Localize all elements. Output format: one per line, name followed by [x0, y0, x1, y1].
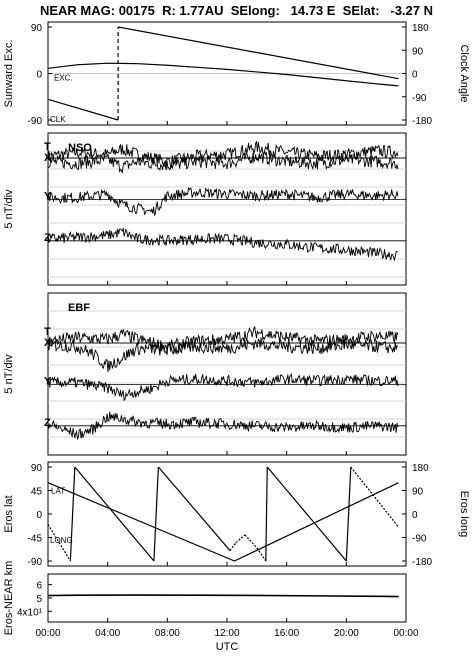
x-tick-label: 12:00 — [214, 628, 239, 639]
right-tick-label: 180 — [412, 463, 429, 474]
exc-series-line — [47, 62, 399, 87]
nso-ylabel: 5 nT/div — [3, 189, 15, 229]
left-tick-label: -45 — [28, 534, 43, 545]
ebf-series-label-z: Z — [44, 417, 51, 429]
right-tick-label: -180 — [412, 116, 432, 127]
nso-series-y — [47, 186, 399, 217]
long-annotation: LONG — [50, 536, 73, 545]
left-tick-label: 45 — [31, 487, 43, 498]
left-tick-label: 90 — [31, 23, 43, 34]
x-tick-label: 04:00 — [95, 628, 120, 639]
clk-annotation: CLK — [50, 115, 66, 124]
lat-series-line — [47, 482, 399, 562]
long-series-segment — [256, 547, 267, 562]
nso-series-label-x: X — [44, 152, 52, 164]
x-tick-label: 16:00 — [274, 628, 299, 639]
left-tick-label: 90 — [31, 463, 43, 474]
left-axis-label: Eros lat — [3, 495, 15, 532]
nso-series-label-y: Y — [44, 190, 52, 202]
x-tick-label: 08:00 — [155, 628, 180, 639]
ebf-series-y — [47, 372, 399, 401]
ebf-panel-label: EBF — [68, 302, 90, 314]
right-tick-label: 90 — [412, 487, 424, 498]
long-wrap-line — [345, 466, 352, 562]
left-axis-label: Sunward Exc. — [3, 40, 15, 108]
long-series-segment — [229, 542, 237, 551]
long-wrap-line — [157, 466, 231, 551]
long-wrap-line — [69, 466, 76, 562]
ebf-series-x — [47, 337, 399, 373]
range-panel-frame — [47, 573, 407, 623]
range-series-line — [47, 594, 399, 598]
ebf-series-label-y: Y — [44, 375, 52, 387]
ebf-series-z — [47, 411, 399, 441]
ebf-series-t — [47, 325, 399, 352]
long-wrap-line — [74, 466, 155, 562]
plot-title: NEAR MAG: 00175 R: 1.77AU SElong: 14.73 … — [39, 3, 433, 18]
nso-series-x — [47, 151, 399, 174]
right-axis-label: Eros long — [458, 491, 470, 537]
right-tick-label: -90 — [412, 534, 427, 545]
ebf-series-label-x: X — [44, 337, 52, 349]
nso-series-label-z: Z — [44, 232, 51, 244]
right-tick-label: 0 — [412, 510, 418, 521]
lat-annotation: LAT — [51, 487, 65, 496]
ebf-ylabel: 5 nT/div — [3, 354, 15, 394]
long-wrap-line — [153, 466, 159, 562]
left-tick-label: 4x10¹ — [17, 607, 43, 618]
long-series-segment — [235, 534, 246, 544]
left-tick-label: 0 — [36, 70, 42, 81]
right-tick-label: -90 — [412, 93, 427, 104]
left-tick-label: 0 — [36, 510, 42, 521]
clk-series-line — [47, 98, 119, 121]
exc-annotation: EXC. — [54, 74, 73, 83]
left-tick-label: -90 — [28, 557, 43, 568]
long-wrap-line — [265, 466, 268, 562]
right-tick-label: 90 — [412, 46, 424, 57]
long-series-segment — [350, 466, 400, 528]
range-ylabel: Eros-NEAR km — [3, 561, 15, 636]
nso-series-label-t: T — [44, 141, 51, 153]
right-axis-label: Clock Angle — [458, 44, 470, 102]
clk-series-line — [117, 26, 399, 80]
nso-series-z — [47, 227, 398, 262]
long-series-segment — [47, 524, 71, 562]
left-tick-label: -90 — [28, 116, 43, 127]
right-tick-label: 0 — [412, 70, 418, 81]
x-tick-label: 20:00 — [334, 628, 359, 639]
right-tick-label: -180 — [412, 557, 432, 568]
left-tick-label: 5 — [36, 594, 42, 605]
long-wrap-line — [266, 466, 347, 562]
x-axis-label: UTC — [216, 641, 239, 653]
x-tick-label: 00:00 — [393, 628, 418, 639]
ebf-series-label-t: T — [44, 326, 51, 338]
long-series-segment — [244, 534, 258, 549]
right-tick-label: 180 — [412, 23, 429, 34]
x-tick-label: 00:00 — [35, 628, 60, 639]
eros-panel-frame — [47, 461, 407, 567]
left-tick-label: 6 — [36, 581, 42, 592]
